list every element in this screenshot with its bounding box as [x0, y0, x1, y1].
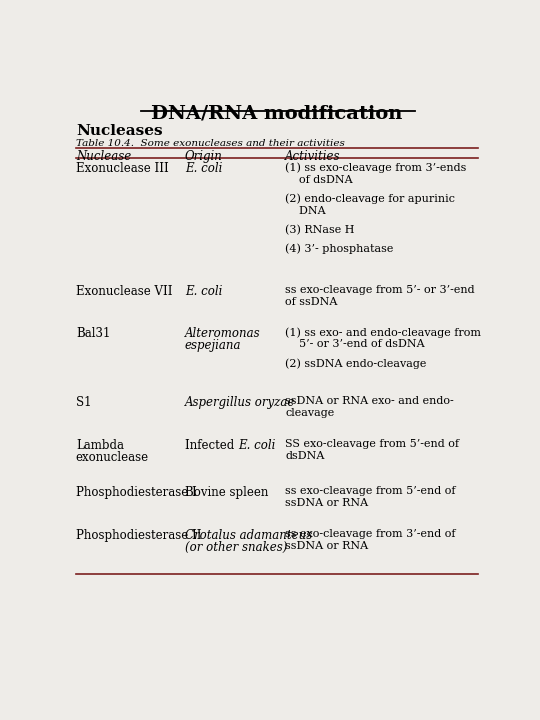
Text: cleavage: cleavage — [285, 408, 334, 418]
Text: of dsDNA: of dsDNA — [285, 174, 353, 184]
Text: (or other snakes): (or other snakes) — [185, 541, 287, 554]
Text: (2) ssDNA endo-cleavage: (2) ssDNA endo-cleavage — [285, 358, 427, 369]
Text: Lambda: Lambda — [76, 439, 124, 452]
Text: DNA: DNA — [285, 206, 326, 216]
Text: E. coli: E. coli — [185, 285, 222, 298]
Text: Nucleases: Nucleases — [76, 124, 163, 138]
Text: Phosphodiesterase II: Phosphodiesterase II — [76, 528, 201, 542]
Text: (2) endo-cleavage for apurinic: (2) endo-cleavage for apurinic — [285, 194, 455, 204]
Text: Table 10.4.  Some exonucleases and their activities: Table 10.4. Some exonucleases and their … — [76, 139, 345, 148]
Text: ssDNA or RNA: ssDNA or RNA — [285, 541, 368, 551]
Text: ss exo-cleavage from 5’-end of: ss exo-cleavage from 5’-end of — [285, 485, 456, 495]
Text: ssDNA or RNA exo- and endo-: ssDNA or RNA exo- and endo- — [285, 396, 454, 406]
Text: Origin: Origin — [185, 150, 222, 163]
Text: ss exo-cleavage from 3’-end of: ss exo-cleavage from 3’-end of — [285, 528, 456, 539]
Text: (1) ss exo- and endo-cleavage from: (1) ss exo- and endo-cleavage from — [285, 327, 481, 338]
Text: Nuclease: Nuclease — [76, 150, 131, 163]
Text: ssDNA or RNA: ssDNA or RNA — [285, 498, 368, 508]
Text: (3) RNase H: (3) RNase H — [285, 225, 355, 235]
Text: Phosphodiesterase I: Phosphodiesterase I — [76, 485, 197, 498]
Text: DNA/RNA modification: DNA/RNA modification — [151, 104, 402, 122]
Text: SS exo-cleavage from 5’-end of: SS exo-cleavage from 5’-end of — [285, 439, 459, 449]
Text: Activities: Activities — [285, 150, 341, 163]
Text: Bovine spleen: Bovine spleen — [185, 485, 268, 498]
Text: of ssDNA: of ssDNA — [285, 297, 338, 307]
Text: (1) ss exo-cleavage from 3’-ends: (1) ss exo-cleavage from 3’-ends — [285, 162, 467, 173]
Text: ss exo-cleavage from 5’- or 3’-end: ss exo-cleavage from 5’- or 3’-end — [285, 285, 475, 295]
Text: E. coli: E. coli — [238, 439, 275, 452]
Text: E. coli: E. coli — [185, 162, 222, 176]
Text: dsDNA: dsDNA — [285, 451, 325, 462]
Text: (4) 3’- phosphatase: (4) 3’- phosphatase — [285, 243, 394, 254]
Text: exonuclease: exonuclease — [76, 451, 149, 464]
Text: Crotalus adamanteus: Crotalus adamanteus — [185, 528, 312, 542]
Text: 5’- or 3’-end of dsDNA: 5’- or 3’-end of dsDNA — [285, 339, 425, 349]
Text: Exonuclease VII: Exonuclease VII — [76, 285, 172, 298]
Text: Alteromonas: Alteromonas — [185, 327, 260, 340]
Text: Infected: Infected — [185, 439, 238, 452]
Text: Exonuclease III: Exonuclease III — [76, 162, 168, 176]
Text: S1: S1 — [76, 396, 91, 409]
Text: Aspergillus oryzae: Aspergillus oryzae — [185, 396, 295, 409]
Text: Bal31: Bal31 — [76, 327, 110, 340]
Text: espejiana: espejiana — [185, 339, 241, 352]
